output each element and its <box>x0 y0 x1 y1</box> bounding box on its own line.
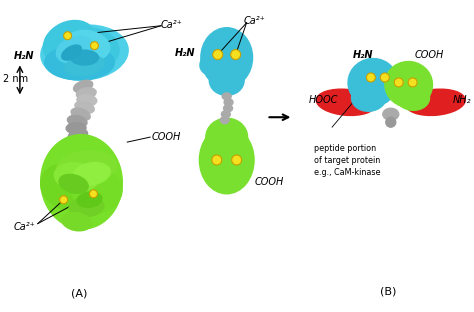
Ellipse shape <box>201 28 253 87</box>
Ellipse shape <box>56 36 93 63</box>
Ellipse shape <box>210 66 244 95</box>
Ellipse shape <box>77 95 97 106</box>
Ellipse shape <box>67 115 87 127</box>
Circle shape <box>408 78 417 87</box>
Ellipse shape <box>43 21 96 65</box>
Circle shape <box>91 41 99 50</box>
Text: peptide portion
of target protein
e.g., CaM-kinase: peptide portion of target protein e.g., … <box>314 144 381 177</box>
Ellipse shape <box>406 89 465 115</box>
Ellipse shape <box>222 93 231 100</box>
Ellipse shape <box>77 192 102 207</box>
Ellipse shape <box>220 117 229 124</box>
Ellipse shape <box>221 111 230 118</box>
Circle shape <box>64 32 72 40</box>
Text: (B): (B) <box>380 286 396 296</box>
Ellipse shape <box>70 28 119 67</box>
Text: Ca²⁺: Ca²⁺ <box>14 222 36 232</box>
Ellipse shape <box>73 163 110 185</box>
Ellipse shape <box>72 136 91 148</box>
Ellipse shape <box>352 83 386 111</box>
Ellipse shape <box>386 117 396 127</box>
Ellipse shape <box>62 45 82 60</box>
Circle shape <box>231 50 241 60</box>
Circle shape <box>213 50 223 60</box>
Text: Ca²⁺: Ca²⁺ <box>244 16 265 26</box>
Ellipse shape <box>76 88 96 99</box>
Text: COOH: COOH <box>151 132 181 142</box>
Ellipse shape <box>45 45 114 80</box>
Ellipse shape <box>71 108 90 120</box>
Text: COOH: COOH <box>415 50 444 60</box>
Text: (A): (A) <box>72 288 88 298</box>
Ellipse shape <box>62 212 91 231</box>
Ellipse shape <box>383 108 399 120</box>
Ellipse shape <box>224 99 233 106</box>
Circle shape <box>60 196 68 204</box>
Ellipse shape <box>206 118 247 156</box>
Text: Ca²⁺: Ca²⁺ <box>161 20 183 30</box>
Ellipse shape <box>71 50 99 65</box>
Ellipse shape <box>65 31 109 61</box>
Text: H₂N: H₂N <box>174 48 195 58</box>
Ellipse shape <box>69 197 104 217</box>
Ellipse shape <box>224 105 233 112</box>
Ellipse shape <box>59 174 88 193</box>
Circle shape <box>380 73 389 82</box>
Text: COOH: COOH <box>255 177 284 187</box>
Circle shape <box>394 78 403 87</box>
Circle shape <box>212 155 222 165</box>
Ellipse shape <box>200 126 254 194</box>
Ellipse shape <box>385 61 432 107</box>
Text: H₂N: H₂N <box>353 50 374 60</box>
Text: H₂N: H₂N <box>14 51 35 61</box>
Ellipse shape <box>57 151 116 183</box>
Text: NH₂: NH₂ <box>452 95 471 105</box>
Ellipse shape <box>200 54 226 76</box>
Ellipse shape <box>55 163 99 191</box>
Circle shape <box>366 73 375 82</box>
Ellipse shape <box>66 123 86 134</box>
Ellipse shape <box>73 171 122 213</box>
Circle shape <box>90 190 98 198</box>
Ellipse shape <box>41 135 122 229</box>
Ellipse shape <box>75 101 94 113</box>
Ellipse shape <box>348 59 398 106</box>
Ellipse shape <box>68 129 88 141</box>
Text: HOOC: HOOC <box>308 95 337 105</box>
Text: 2 nm: 2 nm <box>3 75 28 85</box>
Ellipse shape <box>316 89 376 115</box>
Ellipse shape <box>41 25 128 80</box>
Ellipse shape <box>73 80 93 92</box>
Ellipse shape <box>41 164 94 210</box>
Ellipse shape <box>396 84 429 110</box>
Circle shape <box>232 155 242 165</box>
Ellipse shape <box>65 55 104 76</box>
